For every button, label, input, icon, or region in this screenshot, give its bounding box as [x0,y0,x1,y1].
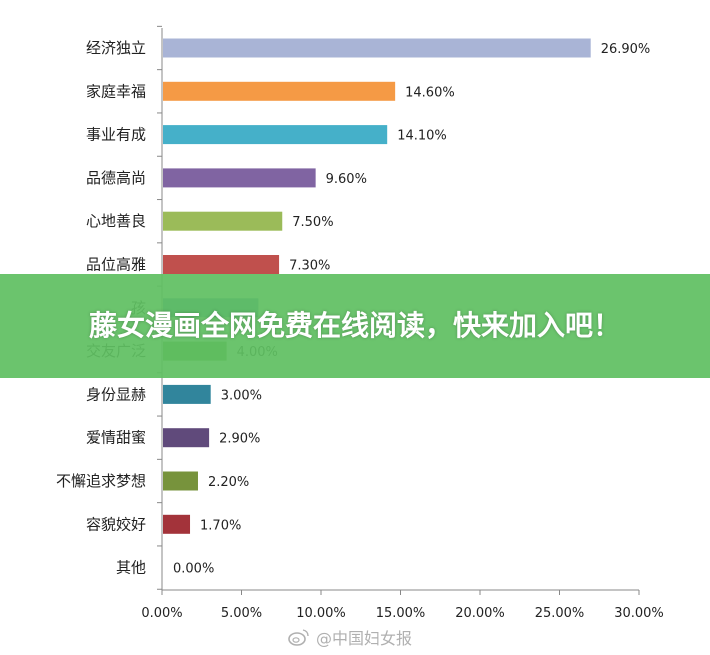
bar [163,38,591,58]
category-label: 容貌姣好 [86,515,146,533]
category-label: 身份显赫 [86,385,146,403]
category-label: 心地善良 [86,212,146,230]
weibo-icon [288,629,309,646]
data-label: 2.20% [208,475,249,490]
category-label: 爱情甜蜜 [86,429,146,447]
data-label: 0.00% [173,562,214,577]
watermark: @中国妇女报 [288,624,412,650]
x-tick-label: 5.00% [221,606,262,621]
category-label: 品德高尚 [86,169,146,187]
data-label: 26.90% [601,42,651,57]
data-label: 14.60% [405,85,455,100]
x-tick-label: 0.00% [141,606,182,621]
x-tick-label: 25.00% [535,606,585,621]
category-label: 家庭幸福 [86,82,146,100]
data-label: 1.70% [200,518,241,533]
category-label: 事业有成 [86,126,146,144]
bar [163,428,210,448]
bar [163,384,211,404]
bar [163,81,396,101]
bar [163,211,283,231]
bar [163,514,191,534]
bar [163,125,388,145]
data-label: 14.10% [397,129,447,144]
category-label: 经济独立 [86,39,146,57]
promo-banner-text: 藤女漫画全网免费在线阅读，快来加入吧！ [88,309,621,342]
x-tick-label: 30.00% [614,606,664,621]
x-tick-label: 10.00% [296,606,346,621]
watermark-text: @中国妇女报 [316,629,413,648]
x-tick-label: 20.00% [455,606,505,621]
data-label: 7.30% [289,259,330,274]
data-label: 3.00% [221,388,262,403]
x-tick-label: 15.00% [376,606,426,621]
data-label: 2.90% [219,432,260,447]
category-label: 其他 [116,559,146,577]
bar [163,255,280,274]
bar [163,471,198,491]
category-label: 不懈追求梦想 [56,472,146,490]
bar [163,168,316,188]
data-label: 7.50% [292,215,333,230]
promo-banner[interactable]: 藤女漫画全网免费在线阅读，快来加入吧！ [0,274,710,378]
data-label: 9.60% [326,172,367,187]
category-label: 品位高雅 [86,256,146,274]
